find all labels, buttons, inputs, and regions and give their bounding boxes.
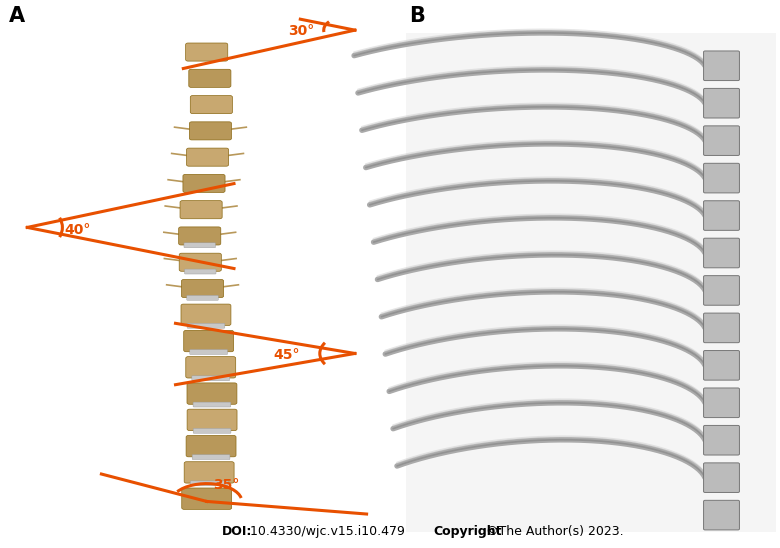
FancyBboxPatch shape <box>704 126 739 156</box>
Text: B: B <box>410 6 425 26</box>
FancyBboxPatch shape <box>180 201 222 219</box>
FancyBboxPatch shape <box>704 238 739 268</box>
FancyBboxPatch shape <box>185 269 216 274</box>
Text: ©The Author(s) 2023.: ©The Author(s) 2023. <box>482 525 624 538</box>
FancyBboxPatch shape <box>190 122 232 140</box>
FancyBboxPatch shape <box>182 279 224 298</box>
Bar <box>406 33 776 532</box>
FancyBboxPatch shape <box>704 201 739 230</box>
Text: 35°: 35° <box>213 478 239 492</box>
FancyBboxPatch shape <box>704 388 739 418</box>
FancyBboxPatch shape <box>192 455 230 460</box>
FancyBboxPatch shape <box>704 51 739 81</box>
Text: A: A <box>9 6 26 26</box>
FancyBboxPatch shape <box>192 376 229 381</box>
FancyBboxPatch shape <box>187 383 237 404</box>
FancyBboxPatch shape <box>190 481 228 486</box>
FancyBboxPatch shape <box>189 69 231 87</box>
FancyBboxPatch shape <box>193 402 231 407</box>
FancyBboxPatch shape <box>704 88 739 118</box>
FancyBboxPatch shape <box>179 227 221 245</box>
FancyBboxPatch shape <box>704 351 739 380</box>
FancyBboxPatch shape <box>190 95 232 113</box>
FancyBboxPatch shape <box>186 148 229 166</box>
FancyBboxPatch shape <box>181 304 231 326</box>
FancyBboxPatch shape <box>704 500 739 530</box>
FancyBboxPatch shape <box>187 409 237 431</box>
FancyBboxPatch shape <box>186 43 228 61</box>
FancyBboxPatch shape <box>184 330 234 352</box>
FancyBboxPatch shape <box>193 429 231 433</box>
FancyBboxPatch shape <box>704 425 739 455</box>
FancyBboxPatch shape <box>184 243 215 248</box>
FancyBboxPatch shape <box>186 357 236 378</box>
Text: 40°: 40° <box>65 223 91 237</box>
FancyBboxPatch shape <box>186 436 236 457</box>
FancyBboxPatch shape <box>704 276 739 305</box>
FancyBboxPatch shape <box>179 253 222 271</box>
Text: 30°: 30° <box>289 24 315 37</box>
Text: 10.4330/wjc.v15.i10.479: 10.4330/wjc.v15.i10.479 <box>246 525 413 538</box>
FancyBboxPatch shape <box>183 174 225 192</box>
FancyBboxPatch shape <box>186 295 218 300</box>
Text: DOI:: DOI: <box>222 525 253 538</box>
Text: 45°: 45° <box>273 348 300 362</box>
FancyBboxPatch shape <box>704 163 739 193</box>
FancyBboxPatch shape <box>704 463 739 493</box>
FancyBboxPatch shape <box>704 313 739 342</box>
FancyBboxPatch shape <box>190 350 228 355</box>
FancyBboxPatch shape <box>187 323 225 328</box>
FancyBboxPatch shape <box>184 462 234 483</box>
Text: Copyright: Copyright <box>433 525 502 538</box>
FancyBboxPatch shape <box>182 488 232 510</box>
